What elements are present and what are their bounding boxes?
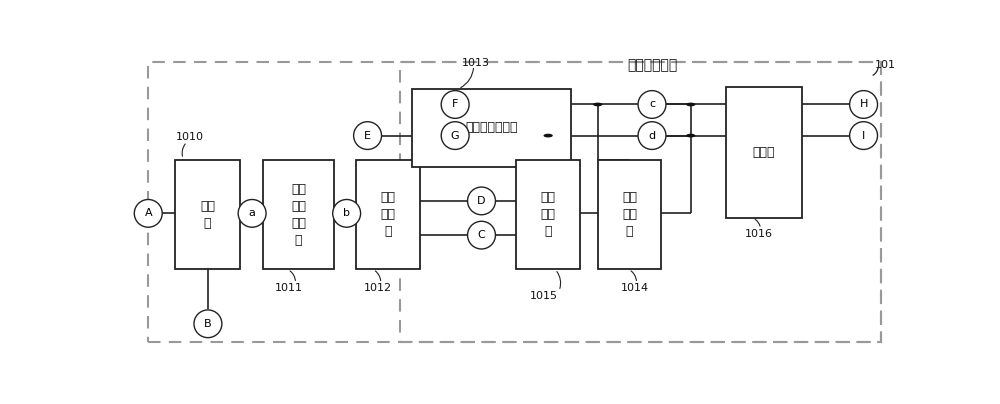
Text: b: b xyxy=(343,208,350,218)
Text: 1014: 1014 xyxy=(621,283,649,293)
Circle shape xyxy=(686,134,695,137)
Bar xyxy=(412,89,571,167)
Text: B: B xyxy=(204,319,212,329)
Bar xyxy=(726,87,802,218)
Bar xyxy=(356,160,420,269)
Text: 第二
加法
器: 第二 加法 器 xyxy=(541,191,556,238)
Text: 1012: 1012 xyxy=(364,283,392,293)
Ellipse shape xyxy=(638,122,666,149)
Text: 協調控制裝置: 協調控制裝置 xyxy=(627,59,677,73)
Ellipse shape xyxy=(194,310,222,338)
Text: F: F xyxy=(452,99,458,109)
Bar xyxy=(400,63,881,343)
Text: 減法
器: 減法 器 xyxy=(200,200,215,230)
Circle shape xyxy=(593,103,602,106)
Text: d: d xyxy=(648,130,656,141)
Text: 1010: 1010 xyxy=(175,132,203,142)
Ellipse shape xyxy=(468,187,495,215)
Text: 處理器: 處理器 xyxy=(752,146,775,159)
Text: 1016: 1016 xyxy=(745,229,773,239)
Text: 雙側
頻差
控制
器: 雙側 頻差 控制 器 xyxy=(291,183,306,247)
Text: G: G xyxy=(451,130,459,141)
Text: 受端功率分配器: 受端功率分配器 xyxy=(465,121,517,134)
Text: a: a xyxy=(249,208,256,218)
Text: 1011: 1011 xyxy=(275,283,303,293)
Text: D: D xyxy=(477,196,486,206)
Bar xyxy=(598,160,661,269)
Ellipse shape xyxy=(850,90,878,118)
Circle shape xyxy=(686,103,695,106)
Text: H: H xyxy=(859,99,868,109)
Ellipse shape xyxy=(441,90,469,118)
Text: 功率
分配
器: 功率 分配 器 xyxy=(380,191,395,238)
Ellipse shape xyxy=(134,200,162,227)
Ellipse shape xyxy=(850,122,878,149)
Bar xyxy=(516,160,580,269)
Text: E: E xyxy=(364,130,371,141)
Circle shape xyxy=(544,134,553,137)
Text: c: c xyxy=(649,99,655,109)
Text: A: A xyxy=(144,208,152,218)
Ellipse shape xyxy=(238,200,266,227)
Text: 第一
加法
器: 第一 加法 器 xyxy=(622,191,637,238)
Ellipse shape xyxy=(638,90,666,118)
Bar xyxy=(263,160,334,269)
Text: 101: 101 xyxy=(875,60,896,69)
Ellipse shape xyxy=(468,221,495,249)
Ellipse shape xyxy=(354,122,382,149)
Text: I: I xyxy=(862,130,865,141)
Bar xyxy=(175,160,240,269)
Text: 1013: 1013 xyxy=(462,59,490,68)
Text: C: C xyxy=(478,230,485,240)
Text: 1015: 1015 xyxy=(530,291,558,301)
Ellipse shape xyxy=(333,200,361,227)
Ellipse shape xyxy=(441,122,469,149)
